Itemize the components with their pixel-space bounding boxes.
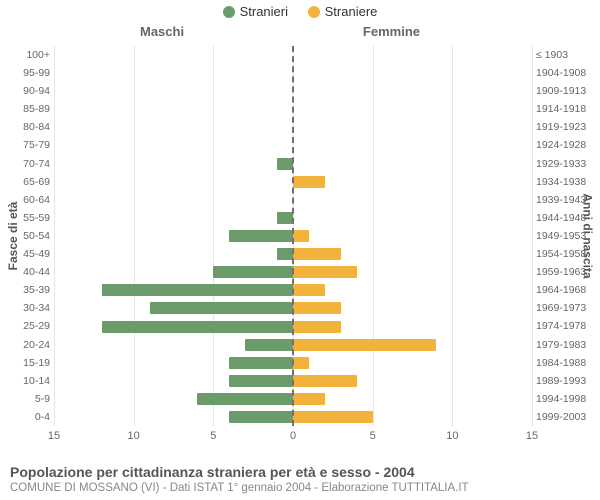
x-tick: 15: [48, 430, 60, 442]
x-axis: 15105051015: [54, 430, 532, 448]
y-tick-age: 5-9: [0, 390, 54, 408]
bar-male: [245, 339, 293, 351]
column-title-male: Maschi: [140, 24, 184, 39]
y-tick-birth: 1904-1908: [532, 64, 600, 82]
y-tick-birth: 1999-2003: [532, 408, 600, 426]
y-tick-age: 50-54: [0, 227, 54, 245]
column-title-female: Femmine: [363, 24, 420, 39]
y-tick-age: 20-24: [0, 336, 54, 354]
bar-male: [102, 284, 293, 296]
y-tick-age: 55-59: [0, 209, 54, 227]
y-tick-age: 85-89: [0, 100, 54, 118]
y-tick-birth: 1914-1918: [532, 100, 600, 118]
y-tick-birth: 1969-1973: [532, 299, 600, 317]
y-tick-age: 40-44: [0, 263, 54, 281]
bar-male: [277, 248, 293, 260]
legend-item-female: Straniere: [308, 4, 378, 19]
chart-title: Popolazione per cittadinanza straniera p…: [10, 464, 590, 480]
x-tick: 5: [210, 430, 216, 442]
legend-item-male: Stranieri: [223, 4, 288, 19]
y-tick-birth: 1979-1983: [532, 336, 600, 354]
y-tick-age: 25-29: [0, 317, 54, 335]
y-tick-birth: 1974-1978: [532, 317, 600, 335]
y-tick-age: 35-39: [0, 281, 54, 299]
legend-label-male: Stranieri: [240, 4, 288, 19]
y-tick-birth: 1954-1958: [532, 245, 600, 263]
bar-male: [229, 411, 293, 423]
y-tick-birth: 1939-1943: [532, 191, 600, 209]
x-tick: 0: [290, 430, 296, 442]
y-tick-age: 60-64: [0, 191, 54, 209]
x-tick: 10: [128, 430, 140, 442]
legend-swatch-female: [308, 6, 320, 18]
y-tick-birth: 1989-1993: [532, 372, 600, 390]
legend: Stranieri Straniere: [0, 4, 600, 21]
y-tick-birth: 1919-1923: [532, 118, 600, 136]
bar-female: [293, 266, 357, 278]
y-tick-age: 30-34: [0, 299, 54, 317]
bar-female: [293, 375, 357, 387]
bar-female: [293, 302, 341, 314]
chart-subtitle: COMUNE DI MOSSANO (VI) - Dati ISTAT 1° g…: [10, 482, 590, 494]
bar-female: [293, 321, 341, 333]
bar-male: [197, 393, 293, 405]
y-tick-age: 65-69: [0, 173, 54, 191]
y-axis-right: ≤ 19031904-19081909-19131914-19181919-19…: [532, 46, 600, 426]
y-tick-birth: 1984-1988: [532, 354, 600, 372]
y-tick-age: 95-99: [0, 64, 54, 82]
y-tick-birth: 1949-1953: [532, 227, 600, 245]
y-tick-age: 80-84: [0, 118, 54, 136]
x-tick: 15: [526, 430, 538, 442]
legend-swatch-male: [223, 6, 235, 18]
legend-label-female: Straniere: [325, 4, 378, 19]
bar-male: [277, 158, 293, 170]
y-tick-age: 75-79: [0, 136, 54, 154]
y-axis-left: 100+95-9990-9485-8980-8475-7970-7465-696…: [0, 46, 54, 426]
y-tick-age: 0-4: [0, 408, 54, 426]
y-tick-birth: 1929-1933: [532, 155, 600, 173]
bar-male: [277, 212, 293, 224]
bar-male: [229, 357, 293, 369]
bar-male: [229, 230, 293, 242]
y-tick-birth: 1944-1948: [532, 209, 600, 227]
y-tick-age: 45-49: [0, 245, 54, 263]
bar-female: [293, 230, 309, 242]
y-tick-age: 15-19: [0, 354, 54, 372]
y-tick-age: 70-74: [0, 155, 54, 173]
y-tick-birth: 1909-1913: [532, 82, 600, 100]
y-tick-birth: 1924-1928: [532, 136, 600, 154]
y-tick-age: 90-94: [0, 82, 54, 100]
y-tick-birth: 1964-1968: [532, 281, 600, 299]
y-tick-age: 100+: [0, 46, 54, 64]
y-tick-birth: 1959-1963: [532, 263, 600, 281]
bar-female: [293, 357, 309, 369]
center-axis: [292, 46, 294, 426]
x-tick: 5: [370, 430, 376, 442]
population-pyramid-chart: Maschi Femmine Fasce di età Anni di nasc…: [0, 24, 600, 454]
bar-male: [102, 321, 293, 333]
plot-area: [54, 46, 532, 426]
y-tick-birth: ≤ 1903: [532, 46, 600, 64]
bar-male: [150, 302, 293, 314]
bar-female: [293, 284, 325, 296]
bar-female: [293, 248, 341, 260]
chart-footer: Popolazione per cittadinanza straniera p…: [10, 464, 590, 494]
bar-female: [293, 393, 325, 405]
y-tick-age: 10-14: [0, 372, 54, 390]
bar-male: [213, 266, 293, 278]
bar-male: [229, 375, 293, 387]
y-tick-birth: 1934-1938: [532, 173, 600, 191]
bar-female: [293, 176, 325, 188]
y-tick-birth: 1994-1998: [532, 390, 600, 408]
bar-female: [293, 339, 436, 351]
x-tick: 10: [446, 430, 458, 442]
bar-female: [293, 411, 373, 423]
